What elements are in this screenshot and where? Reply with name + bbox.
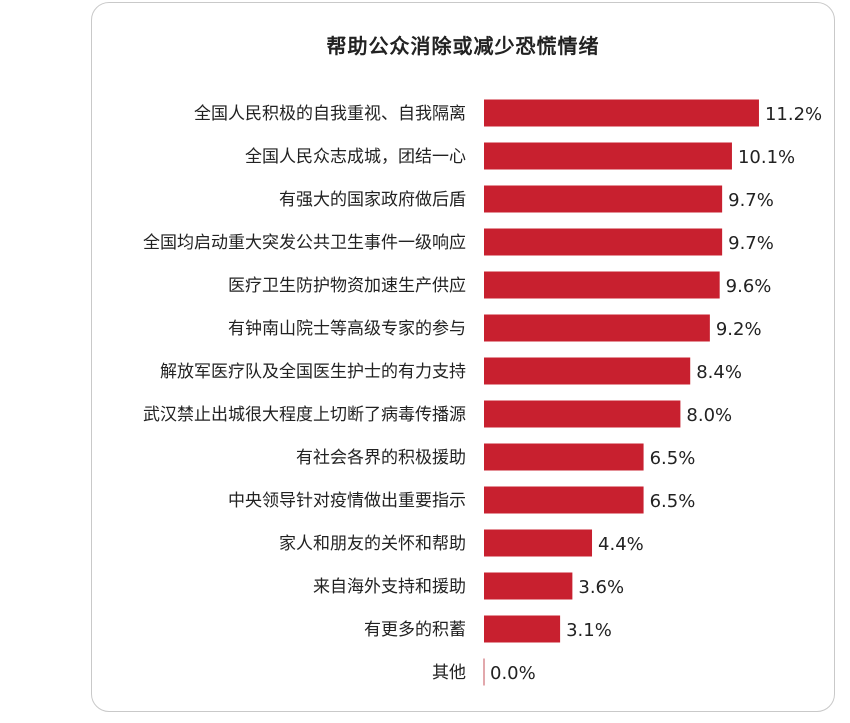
category-label: 来自海外支持和援助 <box>313 577 466 597</box>
value-label: 8.4% <box>696 362 742 383</box>
bar <box>484 228 723 256</box>
category-label: 有钟南山院士等高级专家的参与 <box>228 319 466 339</box>
value-label: 11.2% <box>765 104 822 125</box>
value-label: 9.2% <box>716 319 762 340</box>
value-label: 9.7% <box>728 233 774 254</box>
category-label: 有社会各界的积极援助 <box>296 448 466 468</box>
category-label: 中央领导针对疫情做出重要指示 <box>228 491 466 511</box>
value-label: 3.1% <box>566 620 612 641</box>
category-label: 全国均启动重大突发公共卫生事件一级响应 <box>143 233 466 253</box>
category-label: 全国人民众志成城，团结一心 <box>245 147 466 167</box>
bar <box>484 529 593 557</box>
bar <box>484 572 573 600</box>
bar <box>484 185 723 213</box>
value-label: 3.6% <box>578 577 624 598</box>
value-label: 6.5% <box>650 448 696 469</box>
value-label: 10.1% <box>738 147 795 168</box>
bar <box>484 271 720 299</box>
value-label: 4.4% <box>598 534 644 555</box>
value-label: 9.7% <box>728 190 774 211</box>
bar <box>484 443 644 471</box>
value-label: 6.5% <box>650 491 696 512</box>
value-label: 9.6% <box>726 276 772 297</box>
value-label: 8.0% <box>686 405 732 426</box>
bar <box>484 314 710 342</box>
category-label: 武汉禁止出城很大程度上切断了病毒传播源 <box>143 405 466 425</box>
category-label: 有更多的积蓄 <box>364 620 466 640</box>
category-label: 全国人民积极的自我重视、自我隔离 <box>194 104 466 124</box>
category-label: 其他 <box>432 663 466 683</box>
bar <box>484 400 681 428</box>
category-label: 医疗卫生防护物资加速生产供应 <box>228 276 466 296</box>
bar <box>484 142 732 170</box>
bar <box>484 615 561 643</box>
value-label: 0.0% <box>490 663 536 684</box>
bar <box>484 357 691 385</box>
bar <box>484 99 759 127</box>
chart-title: 帮助公众消除或减少恐慌情绪 <box>326 34 600 58</box>
category-label: 有强大的国家政府做后盾 <box>279 190 466 210</box>
bar <box>484 486 644 514</box>
category-label: 家人和朋友的关怀和帮助 <box>279 534 466 554</box>
category-label: 解放军医疗队及全国医生护士的有力支持 <box>160 362 466 382</box>
